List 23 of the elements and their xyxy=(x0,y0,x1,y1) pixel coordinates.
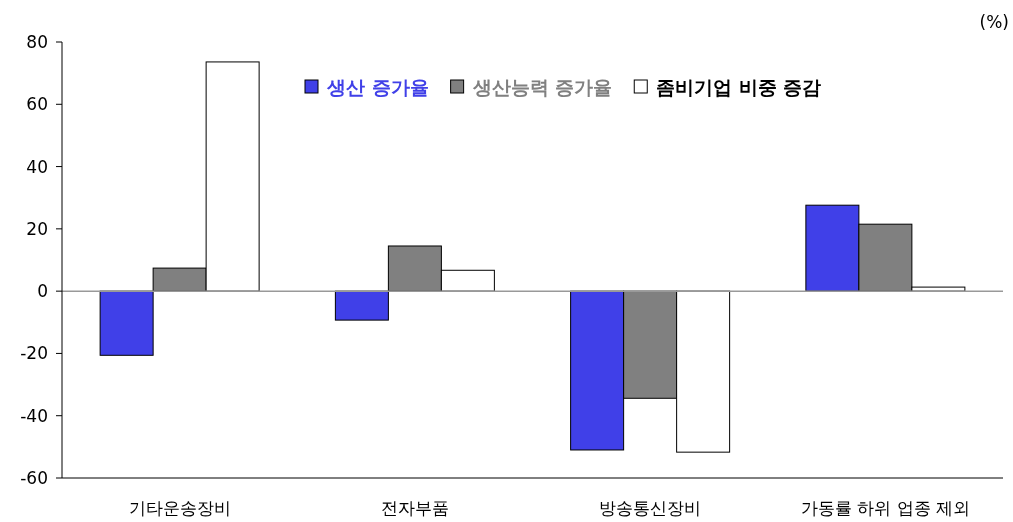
y-tick-label: -40 xyxy=(20,405,48,426)
y-tick-label: 0 xyxy=(37,281,48,302)
y-axis-title: (%) xyxy=(979,12,1009,32)
legend-label: 생산 증가율 xyxy=(326,76,429,98)
legend-label: 좀비기업 비중 증감 xyxy=(656,76,822,98)
y-tick-label: 80 xyxy=(26,32,48,52)
y-tick-label: -60 xyxy=(20,468,48,488)
y-tick-label: 40 xyxy=(26,156,48,177)
bar xyxy=(99,290,154,356)
x-tick-label: 방송통신장비 xyxy=(599,498,702,518)
legend-label: 생산능력 증가율 xyxy=(471,76,613,98)
bar xyxy=(570,290,625,451)
x-tick-label: 가동률 하위 업종 제외 xyxy=(800,498,970,518)
x-tick-label: 기타운송장비 xyxy=(128,498,231,518)
bar xyxy=(334,290,389,321)
bar xyxy=(205,61,260,292)
bar xyxy=(676,290,731,453)
bar xyxy=(440,269,495,292)
bar xyxy=(805,204,860,292)
y-tick-label: 60 xyxy=(26,94,48,115)
x-tick-label: 전자부품 xyxy=(380,498,449,518)
y-tick-label: -20 xyxy=(20,343,48,364)
y-tick-label: 20 xyxy=(26,218,48,239)
